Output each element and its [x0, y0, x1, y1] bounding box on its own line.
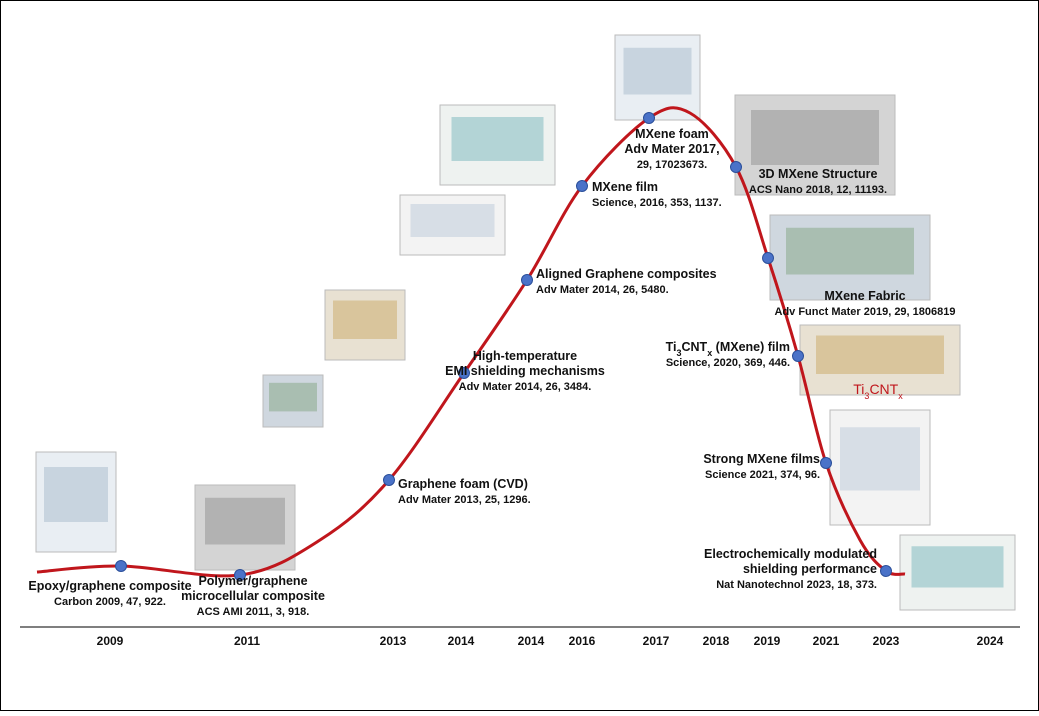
milestone-reference: ACS AMI 2011, 3, 918. — [197, 606, 310, 618]
milestone-title: MXene film — [592, 180, 658, 194]
year-label: 2018 — [703, 634, 730, 648]
milestone-title: MXene Fabric — [824, 289, 905, 303]
milestone-title: MXene foam — [635, 127, 709, 141]
milestone-dot — [522, 275, 533, 286]
milestone-title: Adv Mater 2017, — [624, 142, 719, 156]
milestone-reference: Adv Mater 2013, 25, 1296. — [398, 494, 531, 506]
year-label: 2021 — [813, 634, 840, 648]
text-run: Ti — [853, 381, 864, 397]
milestone-reference: Nat Nanotechnol 2023, 18, 373. — [716, 579, 877, 591]
milestone-reference: Carbon 2009, 47, 922. — [54, 596, 166, 608]
year-label: 2011 — [234, 634, 260, 648]
thumbnail-inner — [751, 110, 879, 165]
milestone-dot — [821, 458, 832, 469]
milestone-reference: Adv Mater 2014, 26, 3484. — [459, 381, 592, 393]
milestone-title: 3D MXene Structure — [759, 167, 878, 181]
thumbnail-inner — [624, 48, 692, 95]
thumbnail-inner — [786, 228, 914, 275]
text-run: Ti — [666, 340, 677, 354]
thumbnail-inner — [205, 498, 285, 545]
milestone-title: Epoxy/graphene composite — [28, 579, 191, 593]
milestone-reference: ACS Nano 2018, 12, 11193. — [749, 184, 887, 196]
year-label: 2016 — [569, 634, 596, 648]
text-run: CNT — [869, 381, 898, 397]
text-run: CNT — [681, 340, 707, 354]
milestone-title: microcellular composite — [181, 589, 325, 603]
timeline-figure: Epoxy/graphene composite Carbon 2009, 47,… — [0, 0, 1039, 711]
text-run: (MXene) film — [712, 340, 790, 354]
milestone-dot — [731, 162, 742, 173]
year-label: 2009 — [97, 634, 124, 648]
thumbnail-inner — [411, 204, 495, 237]
thumbnail-inner — [840, 427, 920, 490]
milestone-reference: 29, 17023673. — [637, 159, 707, 171]
year-label: 2017 — [643, 634, 670, 648]
thumbnail-inner — [269, 383, 317, 412]
milestone-reference: Science, 2016, 353, 1137. — [592, 197, 722, 209]
milestone-dot — [763, 253, 774, 264]
year-label: 2023 — [873, 634, 900, 648]
year-label: 2014 — [448, 634, 475, 648]
thumbnail-inner — [912, 546, 1004, 587]
milestone-title: EMI shielding mechanisms — [445, 364, 605, 378]
milestone-title: Electrochemically modulated — [704, 547, 877, 561]
milestone-title: High-temperature — [473, 349, 577, 363]
thumbnail-inner — [44, 467, 108, 522]
milestone-reference: Adv Funct Mater 2019, 29, 1806819 — [775, 306, 956, 318]
year-label: 2019 — [754, 634, 781, 648]
year-label: 2013 — [380, 634, 407, 648]
milestone-dot — [116, 561, 127, 572]
year-label: 2014 — [518, 634, 545, 648]
year-label: 2024 — [977, 634, 1004, 648]
milestone-title: Graphene foam (CVD) — [398, 477, 528, 491]
milestone-dot — [793, 351, 804, 362]
milestone-reference: Science 2021, 374, 96. — [705, 469, 820, 481]
milestone-dot — [384, 475, 395, 486]
milestone-title: Strong MXene films — [703, 452, 820, 466]
thumbnail-inner — [333, 301, 397, 340]
milestone-dot — [881, 566, 892, 577]
milestone-title: Aligned Graphene composites — [536, 267, 717, 281]
milestone-title: shielding performance — [743, 562, 877, 576]
subscript: x — [898, 391, 903, 401]
milestone-dot — [577, 181, 588, 192]
milestone-reference: Science, 2020, 369, 446. — [666, 357, 790, 369]
thumbnail-inner — [452, 117, 544, 161]
milestone-dot — [644, 113, 655, 124]
thumbnail-inner — [816, 336, 944, 375]
milestone-reference: Adv Mater 2014, 26, 5480. — [536, 284, 669, 296]
milestone-title: Polymer/graphene — [198, 574, 307, 588]
